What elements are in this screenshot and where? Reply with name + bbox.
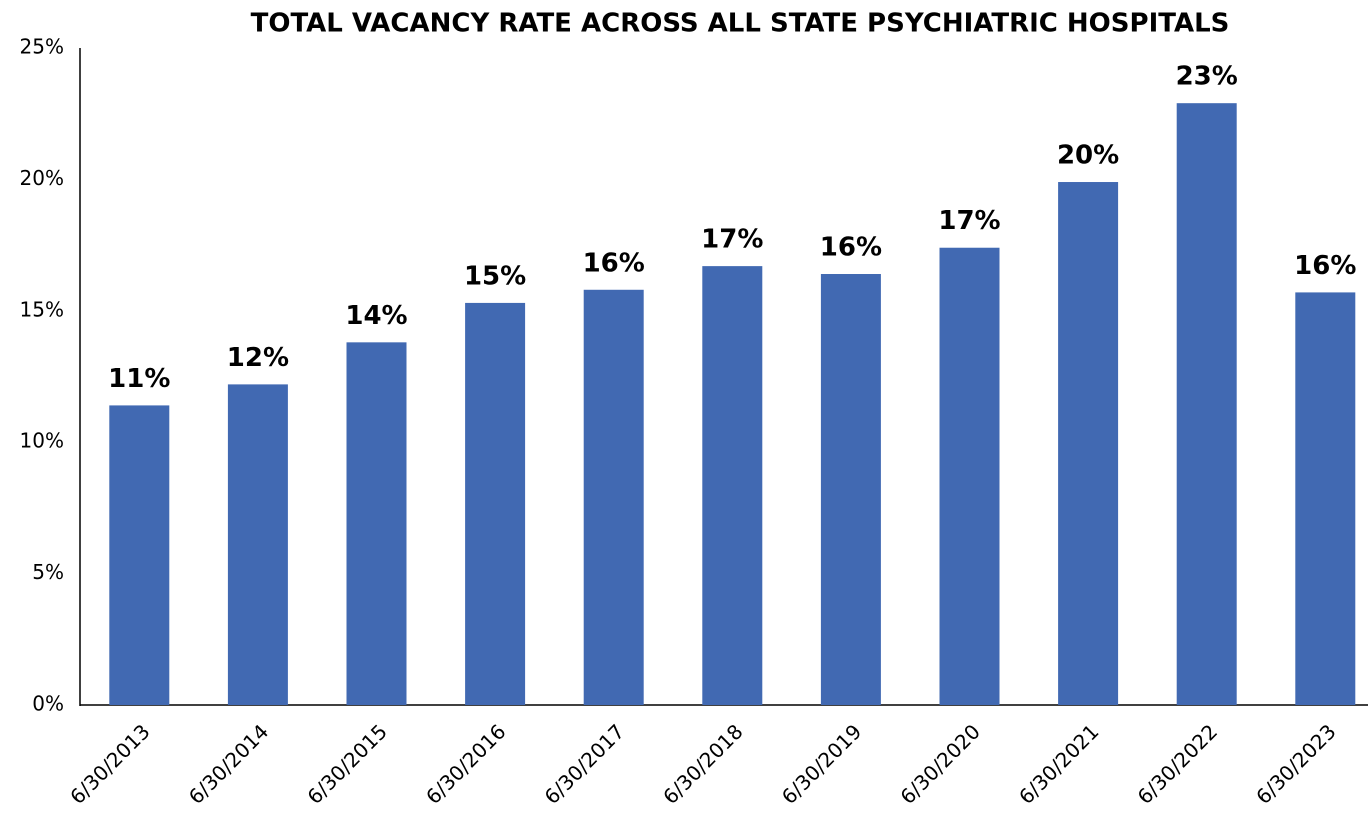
y-tick-label: 5%	[32, 560, 64, 584]
chart-title: TOTAL VACANCY RATE ACROSS ALL STATE PSYC…	[251, 9, 1230, 39]
bar	[346, 342, 407, 705]
x-tick-label: 6/30/2016	[421, 719, 510, 808]
x-tick-label: 6/30/2023	[1251, 719, 1340, 808]
value-label: 16%	[583, 248, 645, 278]
y-tick-label: 20%	[20, 166, 64, 190]
value-label: 11%	[108, 364, 170, 394]
bar	[583, 289, 644, 705]
value-label: 20%	[1057, 141, 1119, 171]
x-tick-label: 6/30/2018	[658, 719, 747, 808]
y-tick-label: 0%	[32, 692, 64, 716]
bar	[702, 266, 763, 705]
x-tick-label: 6/30/2019	[777, 719, 866, 808]
value-label: 17%	[938, 206, 1000, 236]
value-label: 23%	[1176, 62, 1238, 92]
value-label: 16%	[1294, 251, 1356, 281]
value-label: 14%	[345, 301, 407, 331]
x-tick-label: 6/30/2014	[184, 719, 273, 808]
bar	[1176, 103, 1237, 706]
value-label: 12%	[227, 343, 289, 373]
bar	[465, 302, 526, 705]
bar	[227, 384, 288, 705]
bar	[1058, 182, 1119, 705]
y-tick-label: 15%	[20, 297, 64, 321]
x-tick-label: 6/30/2013	[65, 719, 154, 808]
value-label: 17%	[701, 225, 763, 255]
bar	[1295, 292, 1356, 705]
bar	[109, 405, 170, 705]
value-label: 16%	[820, 233, 882, 263]
value-label: 15%	[464, 261, 526, 291]
x-tick-label: 6/30/2017	[540, 719, 629, 808]
bar	[820, 274, 881, 705]
x-tick-label: 6/30/2015	[302, 719, 391, 808]
x-tick-label: 6/30/2021	[1014, 719, 1103, 808]
y-tick-label: 10%	[20, 429, 64, 453]
x-tick-label: 6/30/2022	[1133, 719, 1222, 808]
x-tick-label: 6/30/2020	[895, 719, 984, 808]
y-tick-label: 25%	[20, 35, 64, 59]
bar	[939, 247, 1000, 705]
